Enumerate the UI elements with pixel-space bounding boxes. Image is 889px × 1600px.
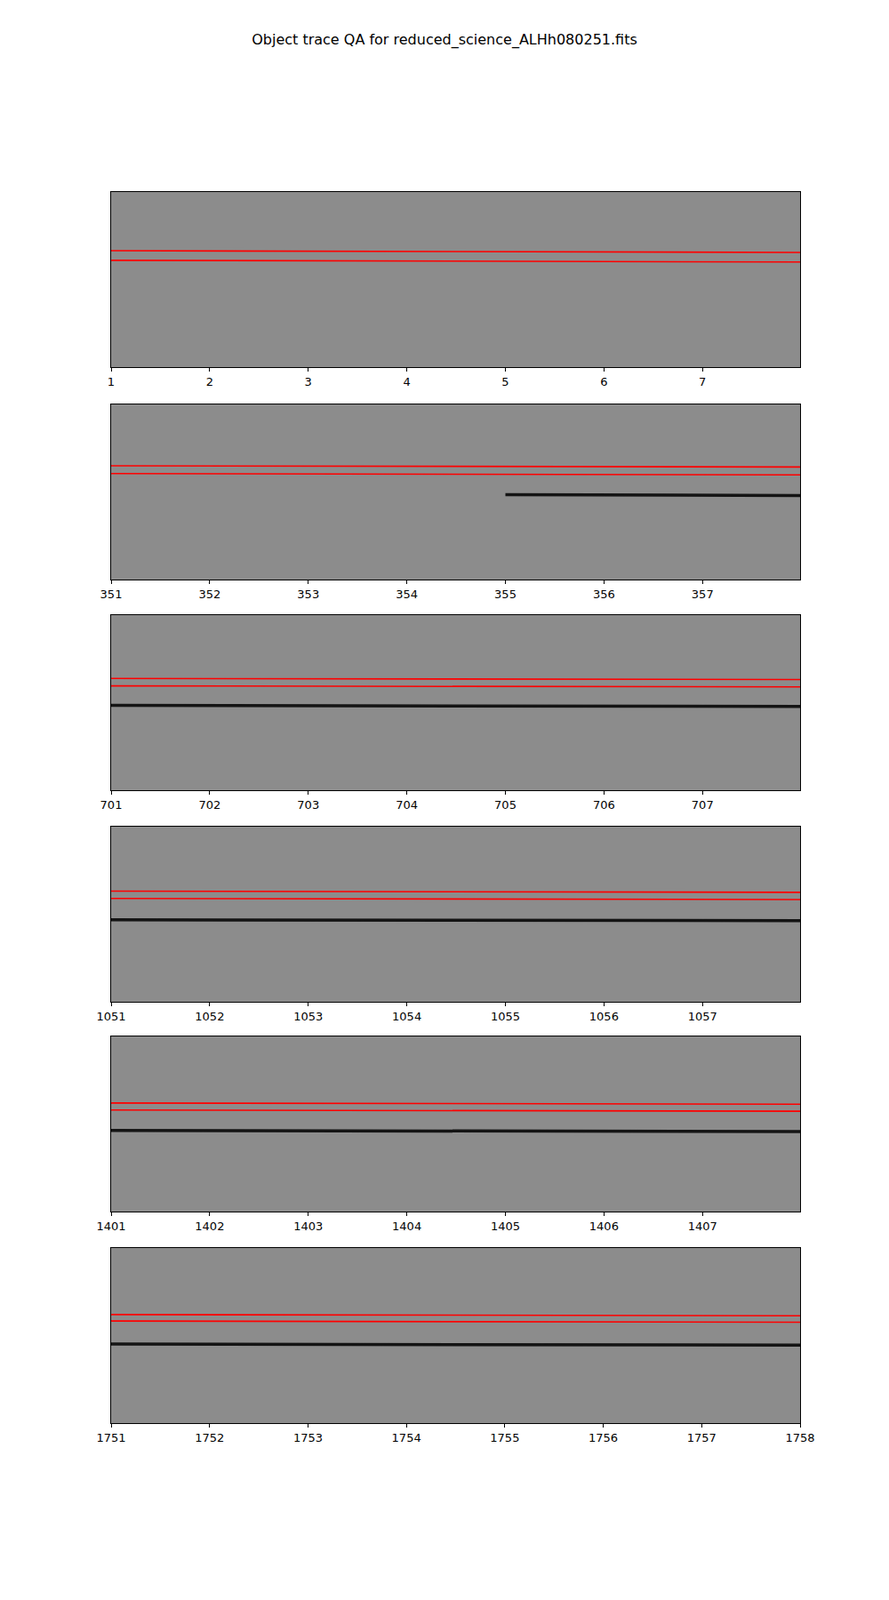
svg-text:1: 1 bbox=[107, 375, 115, 389]
svg-text:703: 703 bbox=[296, 798, 320, 812]
svg-text:1053: 1053 bbox=[293, 1009, 323, 1024]
svg-text:1407: 1407 bbox=[688, 1219, 718, 1234]
svg-text:1054: 1054 bbox=[392, 1009, 422, 1024]
svg-text:7: 7 bbox=[698, 375, 706, 389]
svg-text:1401: 1401 bbox=[96, 1219, 126, 1234]
svg-text:1754: 1754 bbox=[392, 1431, 422, 1445]
svg-text:2: 2 bbox=[206, 375, 214, 389]
svg-text:1057: 1057 bbox=[688, 1009, 718, 1024]
svg-text:352: 352 bbox=[198, 587, 221, 601]
svg-text:357: 357 bbox=[691, 587, 714, 601]
svg-text:1755: 1755 bbox=[489, 1431, 520, 1445]
svg-text:1051: 1051 bbox=[96, 1009, 126, 1024]
svg-text:1055: 1055 bbox=[490, 1009, 521, 1024]
svg-text:1757: 1757 bbox=[687, 1431, 717, 1445]
svg-text:706: 706 bbox=[592, 798, 616, 812]
svg-text:1752: 1752 bbox=[194, 1431, 225, 1445]
svg-text:705: 705 bbox=[494, 798, 517, 812]
svg-text:1052: 1052 bbox=[194, 1009, 225, 1024]
svg-text:702: 702 bbox=[198, 798, 221, 812]
svg-text:355: 355 bbox=[494, 587, 517, 601]
svg-text:3: 3 bbox=[304, 375, 313, 389]
svg-text:1756: 1756 bbox=[588, 1431, 618, 1445]
svg-text:707: 707 bbox=[691, 798, 714, 812]
svg-text:351: 351 bbox=[100, 587, 123, 601]
svg-text:1402: 1402 bbox=[194, 1219, 225, 1234]
svg-text:704: 704 bbox=[395, 798, 418, 812]
svg-text:6: 6 bbox=[600, 375, 608, 389]
svg-text:1406: 1406 bbox=[589, 1219, 619, 1234]
svg-text:1404: 1404 bbox=[392, 1219, 422, 1234]
svg-text:1751: 1751 bbox=[96, 1431, 126, 1445]
svg-text:356: 356 bbox=[592, 587, 616, 601]
svg-text:353: 353 bbox=[296, 587, 320, 601]
svg-text:Object trace QA for reduced_sc: Object trace QA for reduced_science_ALHh… bbox=[251, 31, 638, 49]
svg-text:1758: 1758 bbox=[784, 1431, 815, 1445]
svg-text:1753: 1753 bbox=[293, 1431, 323, 1445]
svg-text:1056: 1056 bbox=[589, 1009, 619, 1024]
svg-text:4: 4 bbox=[402, 375, 410, 389]
svg-text:354: 354 bbox=[395, 587, 418, 601]
svg-text:5: 5 bbox=[501, 375, 509, 389]
svg-text:1405: 1405 bbox=[490, 1219, 521, 1234]
svg-text:701: 701 bbox=[100, 798, 123, 812]
svg-text:1403: 1403 bbox=[293, 1219, 323, 1234]
